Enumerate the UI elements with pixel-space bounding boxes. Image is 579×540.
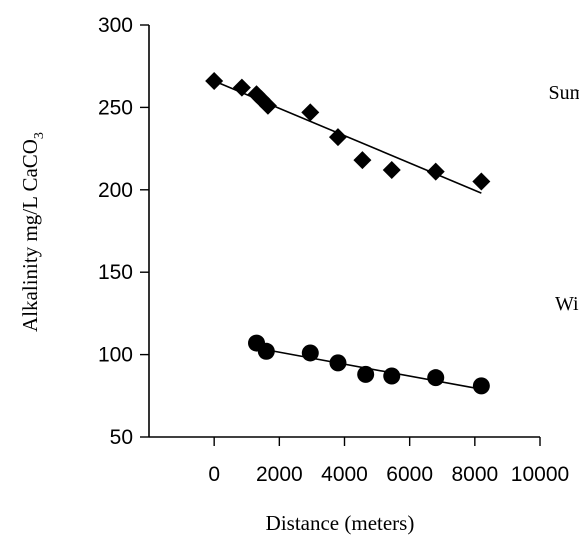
summer-point [426, 162, 445, 181]
y-tick-label: 300 [98, 14, 133, 37]
summer-point [382, 161, 401, 180]
x-tick-label: 8000 [451, 463, 498, 486]
axes [148, 25, 540, 438]
winter-point [257, 342, 275, 360]
winter-point [357, 365, 375, 383]
y-tick-label: 50 [110, 426, 133, 449]
summer-series-label: Summer [548, 82, 579, 104]
y-tick-label: 150 [98, 261, 133, 284]
winter-point [472, 377, 490, 395]
x-tick-label: 10000 [511, 463, 569, 486]
x-tick-label: 2000 [256, 463, 303, 486]
summer-point [205, 72, 224, 91]
data-markers [205, 72, 491, 395]
winter-point [329, 354, 347, 372]
summer-point [328, 128, 347, 147]
x-axis-title: Distance (meters) [266, 511, 415, 535]
y-tick-label: 250 [98, 96, 133, 119]
summer-point [472, 172, 491, 191]
x-tick-label: 0 [208, 463, 220, 486]
y-tick-label: 200 [98, 179, 133, 202]
series-labels: Summer Winter [548, 82, 579, 315]
y-axis-title: Alkalinity mg/L CaCO3 [18, 132, 47, 332]
x-tick-label: 6000 [386, 463, 433, 486]
summer-point [232, 78, 251, 97]
winter-point [383, 367, 401, 385]
y-axis-title-main: Alkalinity mg/L CaCO [18, 139, 42, 332]
x-ticks: 0 2000 4000 6000 8000 10000 [208, 437, 569, 486]
y-ticks: 50 100 150 200 250 300 [98, 14, 149, 449]
winter-point [427, 369, 445, 387]
winter-series-label: Winter [555, 293, 579, 315]
x-tick-label: 4000 [321, 463, 368, 486]
y-tick-label: 100 [98, 344, 133, 367]
y-axis-title-subscript: 3 [32, 132, 47, 139]
winter-point [301, 344, 319, 362]
summer-point [301, 103, 320, 122]
summer-point [353, 151, 372, 170]
summer-point [258, 96, 277, 115]
